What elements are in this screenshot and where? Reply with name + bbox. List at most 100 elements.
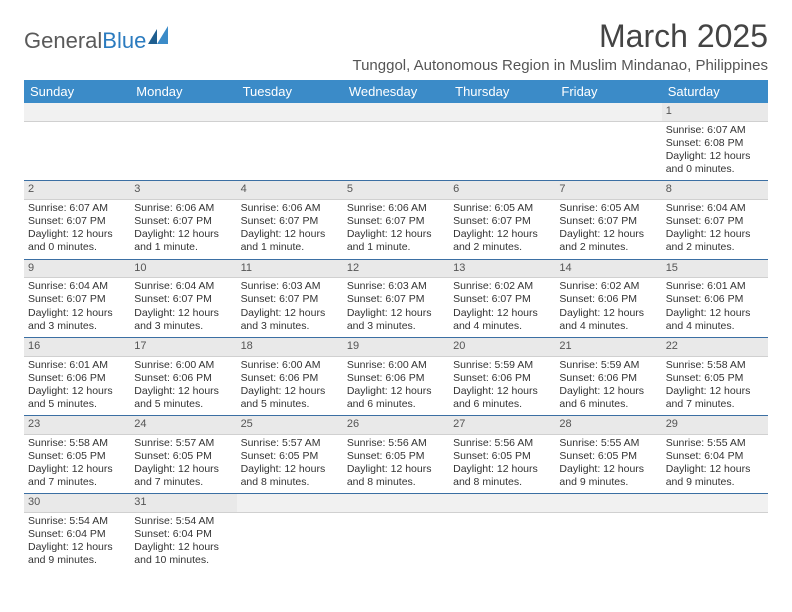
day-details: Sunrise: 6:01 AMSunset: 6:06 PMDaylight:… — [24, 357, 130, 416]
day-number: 27 — [449, 416, 555, 435]
sunset: Sunset: 6:07 PM — [28, 293, 126, 306]
sunset: Sunset: 6:05 PM — [241, 450, 339, 463]
day-details: Sunrise: 6:04 AMSunset: 6:07 PMDaylight:… — [24, 278, 130, 337]
day-details: Sunrise: 6:03 AMSunset: 6:07 PMDaylight:… — [343, 278, 449, 337]
day-details: Sunrise: 6:06 AMSunset: 6:07 PMDaylight:… — [237, 200, 343, 259]
day-details: Sunrise: 6:07 AMSunset: 6:07 PMDaylight:… — [24, 200, 130, 259]
daylight: Daylight: 12 hours — [559, 463, 657, 476]
daylight: Daylight: 12 hours — [559, 385, 657, 398]
day-details: Sunrise: 6:06 AMSunset: 6:07 PMDaylight:… — [130, 200, 236, 259]
daylight: and 6 minutes. — [559, 398, 657, 411]
daylight: Daylight: 12 hours — [453, 385, 551, 398]
daylight: Daylight: 12 hours — [241, 307, 339, 320]
day-number: 15 — [662, 260, 768, 279]
sunrise: Sunrise: 6:02 AM — [453, 280, 551, 293]
day-number: 30 — [24, 494, 130, 513]
day-number: 25 — [237, 416, 343, 435]
daylight: and 8 minutes. — [347, 476, 445, 489]
sunset: Sunset: 6:08 PM — [666, 137, 764, 150]
day-details: Sunrise: 6:04 AMSunset: 6:07 PMDaylight:… — [130, 278, 236, 337]
sunset: Sunset: 6:07 PM — [28, 215, 126, 228]
daylight: Daylight: 12 hours — [666, 150, 764, 163]
day-number: 10 — [130, 260, 236, 279]
daylight: and 2 minutes. — [453, 241, 551, 254]
day-header: Saturday — [662, 80, 768, 103]
logo-icon — [148, 26, 174, 49]
calendar-cell — [449, 494, 555, 572]
day-header-row: Sunday Monday Tuesday Wednesday Thursday… — [24, 80, 768, 103]
daylight: and 3 minutes. — [241, 320, 339, 333]
calendar-cell: 26Sunrise: 5:56 AMSunset: 6:05 PMDayligh… — [343, 416, 449, 494]
calendar-cell: 21Sunrise: 5:59 AMSunset: 6:06 PMDayligh… — [555, 337, 661, 415]
daylight: and 1 minute. — [241, 241, 339, 254]
sunrise: Sunrise: 5:54 AM — [134, 515, 232, 528]
day-number: 8 — [662, 181, 768, 200]
daylight: and 5 minutes. — [28, 398, 126, 411]
day-details: Sunrise: 5:54 AMSunset: 6:04 PMDaylight:… — [24, 513, 130, 572]
calendar-cell — [449, 103, 555, 181]
daylight: Daylight: 12 hours — [347, 463, 445, 476]
calendar-cell: 18Sunrise: 6:00 AMSunset: 6:06 PMDayligh… — [237, 337, 343, 415]
sunrise: Sunrise: 6:03 AM — [347, 280, 445, 293]
sunset: Sunset: 6:05 PM — [666, 372, 764, 385]
day-number: 5 — [343, 181, 449, 200]
day-number: 23 — [24, 416, 130, 435]
day-details: Sunrise: 5:55 AMSunset: 6:04 PMDaylight:… — [662, 435, 768, 494]
day-number: 6 — [449, 181, 555, 200]
sunset: Sunset: 6:06 PM — [453, 372, 551, 385]
sunset: Sunset: 6:06 PM — [347, 372, 445, 385]
sunset: Sunset: 6:06 PM — [559, 372, 657, 385]
sunset: Sunset: 6:07 PM — [453, 215, 551, 228]
sunrise: Sunrise: 5:58 AM — [28, 437, 126, 450]
daylight: Daylight: 12 hours — [347, 307, 445, 320]
calendar-cell — [237, 494, 343, 572]
day-details: Sunrise: 6:06 AMSunset: 6:07 PMDaylight:… — [343, 200, 449, 259]
calendar-row: 23 Sunrise: 5:58 AM Sunset: 6:05 PM Dayligh… — [24, 416, 768, 494]
day-number: 13 — [449, 260, 555, 279]
sunset: Sunset: 6:07 PM — [347, 293, 445, 306]
day-number: 7 — [555, 181, 661, 200]
sunset: Sunset: 6:06 PM — [666, 293, 764, 306]
daylight: and 8 minutes. — [241, 476, 339, 489]
daylight: and 1 minute. — [347, 241, 445, 254]
sunset: Sunset: 6:06 PM — [241, 372, 339, 385]
sunset: Sunset: 6:06 PM — [134, 372, 232, 385]
day-number: 4 — [237, 181, 343, 200]
calendar-cell: 13Sunrise: 6:02 AMSunset: 6:07 PMDayligh… — [449, 259, 555, 337]
day-header: Sunday — [24, 80, 130, 103]
daylight: and 3 minutes. — [134, 320, 232, 333]
sunrise: Sunrise: 6:06 AM — [347, 202, 445, 215]
calendar-cell: 9Sunrise: 6:04 AMSunset: 6:07 PMDaylight… — [24, 259, 130, 337]
day-number: 28 — [555, 416, 661, 435]
daylight: Daylight: 12 hours — [453, 463, 551, 476]
sunrise: Sunrise: 6:06 AM — [134, 202, 232, 215]
daylight: and 0 minutes. — [28, 241, 126, 254]
calendar: Sunday Monday Tuesday Wednesday Thursday… — [24, 80, 768, 572]
day-details: Sunrise: 6:00 AMSunset: 6:06 PMDaylight:… — [130, 357, 236, 416]
daylight: Daylight: 12 hours — [134, 385, 232, 398]
day-number: 22 — [662, 338, 768, 357]
calendar-cell: 30Sunrise: 5:54 AMSunset: 6:04 PMDayligh… — [24, 494, 130, 572]
sunrise: Sunrise: 5:56 AM — [453, 437, 551, 450]
daylight: and 4 minutes. — [559, 320, 657, 333]
sunrise: Sunrise: 5:56 AM — [347, 437, 445, 450]
calendar-cell: 3Sunrise: 6:06 AMSunset: 6:07 PMDaylight… — [130, 181, 236, 259]
daylight: Daylight: 12 hours — [666, 228, 764, 241]
title-block: March 2025 Tunggol, Autonomous Region in… — [352, 18, 768, 74]
sunset: Sunset: 6:07 PM — [559, 215, 657, 228]
day-number: 26 — [343, 416, 449, 435]
day-details: Sunrise: 6:02 AMSunset: 6:07 PMDaylight:… — [449, 278, 555, 337]
sunrise: Sunrise: 5:54 AM — [28, 515, 126, 528]
daylight: and 9 minutes. — [666, 476, 764, 489]
calendar-cell — [343, 494, 449, 572]
daylight: and 7 minutes. — [28, 476, 126, 489]
sunrise: Sunrise: 6:05 AM — [453, 202, 551, 215]
sunrise: Sunrise: 5:59 AM — [559, 359, 657, 372]
location: Tunggol, Autonomous Region in Muslim Min… — [352, 57, 768, 74]
daylight: and 2 minutes. — [666, 241, 764, 254]
calendar-cell: 4Sunrise: 6:06 AMSunset: 6:07 PMDaylight… — [237, 181, 343, 259]
day-details: Sunrise: 6:00 AMSunset: 6:06 PMDaylight:… — [343, 357, 449, 416]
day-number: 1 — [662, 103, 768, 122]
sunrise: Sunrise: 6:02 AM — [559, 280, 657, 293]
daylight: and 9 minutes. — [28, 554, 126, 567]
